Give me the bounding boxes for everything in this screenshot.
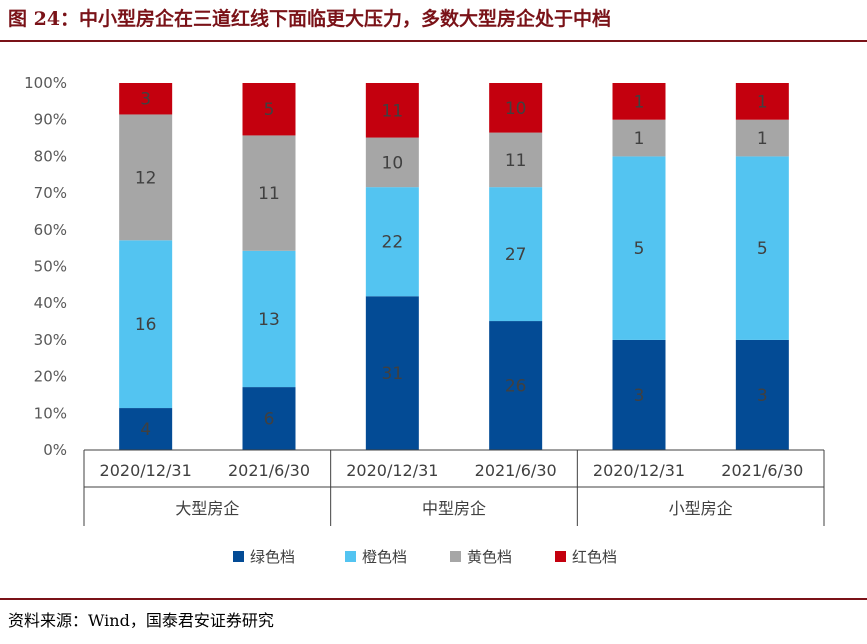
y-tick-label: 100% — [24, 74, 67, 92]
data-label: 13 — [258, 310, 280, 330]
data-label: 4 — [140, 420, 151, 440]
data-label: 3 — [140, 90, 151, 110]
y-tick-label: 30% — [34, 331, 67, 349]
bar-segment — [365, 83, 419, 138]
y-axis: 0% 10% 20% 30% 40% 50% 60% 70% 80% 90% 100% — [24, 74, 67, 459]
legend-swatch — [555, 551, 566, 562]
y-tick-label: 70% — [34, 184, 67, 202]
group-label: 小型房企 — [669, 499, 733, 518]
bar-segment — [735, 119, 789, 157]
bar-segment — [489, 132, 543, 188]
data-label: 31 — [382, 364, 404, 384]
data-label: 10 — [505, 99, 527, 119]
bar-segment — [242, 387, 296, 450]
y-tick-label: 90% — [34, 111, 67, 129]
bar-segment — [735, 156, 789, 340]
bar-segment — [365, 187, 419, 297]
y-tick-label: 20% — [34, 368, 67, 386]
bar-segment — [612, 119, 666, 157]
legend-label: 黄色档 — [467, 548, 512, 566]
y-tick-label: 60% — [34, 221, 67, 239]
bar-segment — [119, 408, 173, 450]
data-label: 27 — [505, 245, 527, 265]
y-tick-label: 10% — [34, 404, 67, 422]
data-label: 12 — [135, 168, 157, 188]
bar-segment — [612, 156, 666, 340]
data-label: 16 — [135, 315, 157, 335]
y-tick-label: 80% — [34, 147, 67, 165]
bar-segment — [119, 240, 173, 409]
y-tick-label: 50% — [34, 258, 67, 276]
data-label: 1 — [757, 129, 768, 149]
x-tick-label: 2021/6/30 — [475, 461, 557, 480]
group-label: 大型房企 — [175, 499, 239, 518]
x-tick-label: 2021/6/30 — [228, 461, 310, 480]
bar-segment — [365, 137, 419, 188]
group-label: 中型房企 — [422, 499, 486, 518]
source-note: 资料来源：Wind，国泰君安证券研究 — [8, 611, 274, 630]
data-label: 3 — [634, 386, 645, 406]
source-rule — [0, 598, 867, 600]
data-label: 5 — [757, 239, 768, 259]
data-label: 5 — [634, 239, 645, 259]
legend-swatch — [450, 551, 461, 562]
data-label: 11 — [258, 184, 280, 204]
legend-swatch — [345, 551, 356, 562]
bar-segment — [489, 83, 543, 133]
bar-segment — [612, 83, 666, 120]
bar-segment — [365, 296, 419, 450]
data-label: 5 — [264, 100, 275, 120]
data-label: 1 — [634, 129, 645, 149]
data-label: 11 — [382, 101, 404, 121]
data-label: 22 — [382, 233, 404, 253]
title-rule — [0, 40, 867, 42]
bar-segment — [735, 339, 789, 450]
data-label: 6 — [264, 410, 275, 430]
bar-segment — [489, 321, 543, 450]
figure-title: 图 24：中小型房企在三道红线下面临更大压力，多数大型房企处于中档 — [8, 8, 612, 30]
x-tick-label: 2021/6/30 — [721, 461, 803, 480]
data-label: 1 — [757, 92, 768, 112]
x-axis: 2020/12/31 2021/6/30 大型房企 2020/12/31 2021/6/… — [83, 449, 825, 526]
data-label: 1 — [634, 92, 645, 112]
data-label: 3 — [757, 386, 768, 406]
bar-segment — [119, 114, 173, 241]
bar-segment — [735, 83, 789, 120]
bar-segment — [242, 135, 296, 251]
legend: 绿色档 橙色档 黄色档 红色档 — [233, 548, 617, 566]
data-label: 10 — [382, 153, 404, 173]
stacked-bar-chart: 0%10%20%30%40%50%60%70%80%90%100% 416123… — [24, 74, 825, 566]
legend-label: 绿色档 — [250, 548, 295, 566]
bar-segment — [489, 187, 543, 322]
legend-label: 红色档 — [572, 548, 617, 566]
legend-label: 橙色档 — [362, 548, 407, 566]
x-tick-label: 2020/12/31 — [593, 461, 685, 480]
bar-segment — [119, 83, 173, 115]
data-label: 26 — [505, 377, 527, 397]
bar-segment — [612, 339, 666, 450]
y-tick-label: 0% — [43, 441, 67, 459]
y-tick-label: 40% — [34, 294, 67, 312]
bar-segment — [242, 250, 296, 388]
x-tick-label: 2020/12/31 — [100, 461, 192, 480]
legend-swatch — [233, 551, 244, 562]
x-tick-label: 2020/12/31 — [346, 461, 438, 480]
bar-segment — [242, 83, 296, 136]
data-label: 11 — [505, 151, 527, 171]
